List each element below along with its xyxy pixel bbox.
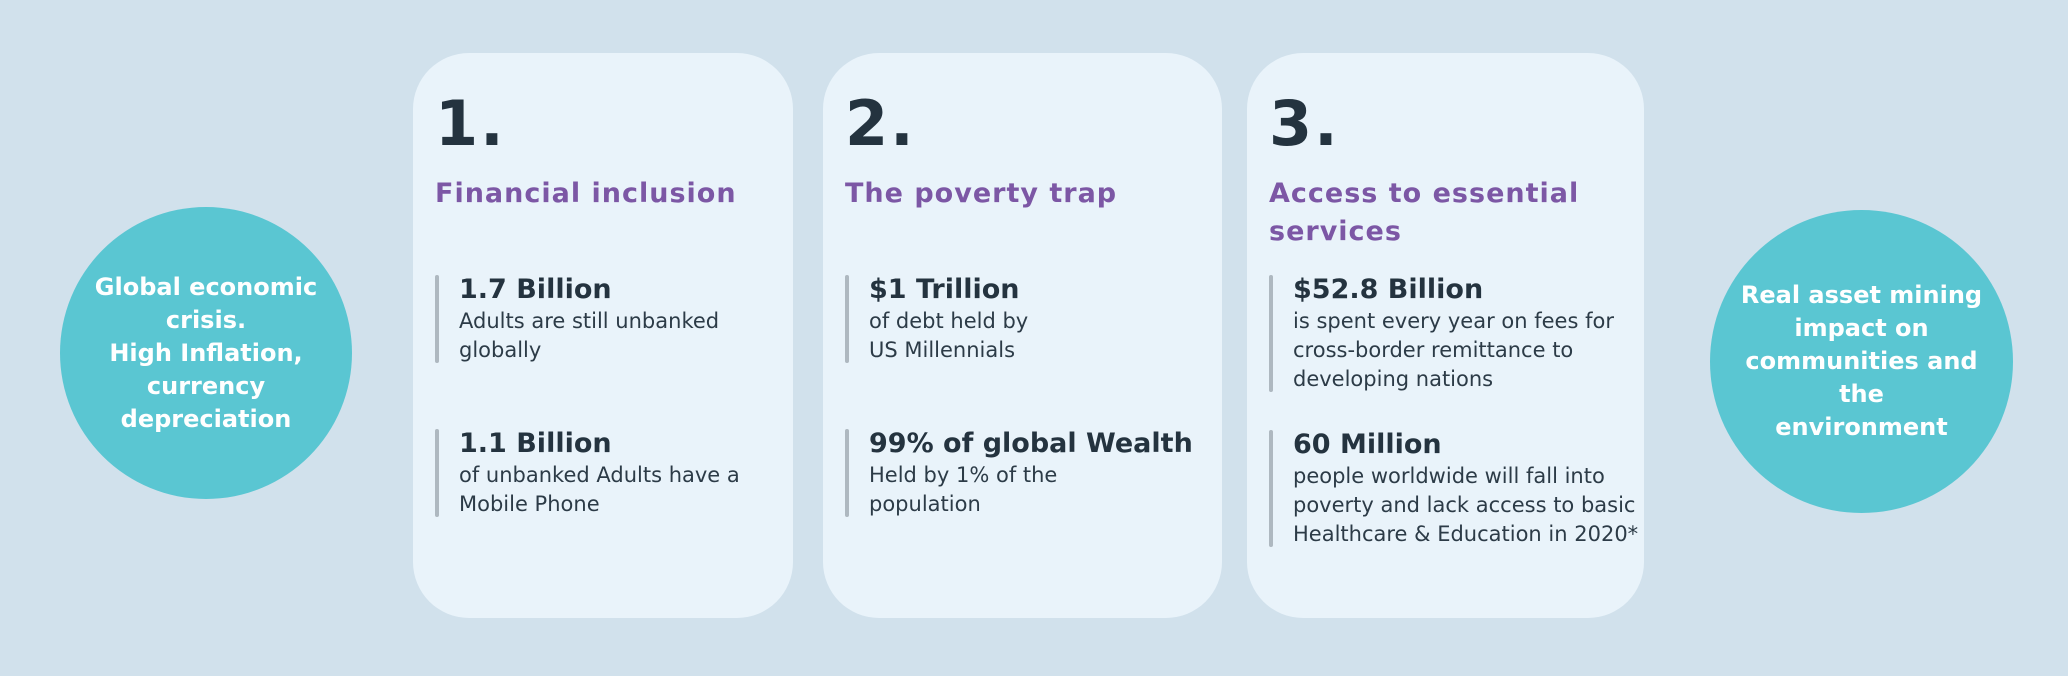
stat-accent-bar [435,275,439,363]
stat-value: $1 Trillion [869,274,1020,305]
stat-value: $52.8 Billion [1293,274,1484,305]
stat-content: $1 Trillion of debt held by US Millennia… [869,273,1028,365]
stat-content: 60 Million people worldwide will fall in… [1293,428,1638,549]
stat-content: 1.1 Billion of unbanked Adults have a Mo… [459,427,740,519]
stat-description: people worldwide will fall into poverty … [1293,464,1639,546]
stat-accent-bar [435,429,439,517]
stat-content: 1.7 Billion Adults are still unbanked gl… [459,273,719,365]
card-title: The poverty trap [845,178,1118,209]
stat-item: $52.8 Billion is spent every year on fee… [1269,273,1628,394]
card-number: 1. [435,87,506,160]
global-crisis-circle-text: Global economic crisis. High Inflation, … [94,272,318,433]
global-crisis-circle: Global economic crisis. High Inflation, … [60,207,352,499]
stat-content: 99% of global Wealth Held by 1% of the p… [869,427,1193,519]
stat-value: 60 Million [1293,429,1442,460]
stat-description: Adults are still unbanked globally [459,309,720,362]
stat-description: of debt held by US Millennials [869,309,1029,362]
mining-impact-circle-text: Real asset mining impact on communities … [1740,281,1983,441]
stat-description: Held by 1% of the population [869,463,1058,516]
stat-item: 1.7 Billion Adults are still unbanked gl… [435,273,777,365]
stat-accent-bar [1269,430,1273,547]
stat-accent-bar [845,429,849,517]
card-poverty-trap: 2. The poverty trap $1 Trillion of debt … [823,53,1222,618]
card-title: Access to essential services [1269,178,1580,247]
stat-item: 1.1 Billion of unbanked Adults have a Mo… [435,427,777,519]
card-number: 3. [1269,87,1340,160]
stat-description: of unbanked Adults have a Mobile Phone [459,463,740,516]
card-financial-inclusion: 1. Financial inclusion 1.7 Billion Adult… [413,53,793,618]
card-title: Financial inclusion [435,178,737,209]
stat-item: 99% of global Wealth Held by 1% of the p… [845,427,1206,519]
stat-accent-bar [845,275,849,363]
stat-value: 99% of global Wealth [869,428,1193,459]
stat-description: is spent every year on fees for cross-bo… [1293,309,1614,391]
stat-accent-bar [1269,275,1273,392]
stat-content: $52.8 Billion is spent every year on fee… [1293,273,1614,394]
card-essential-services: 3. Access to essential services $52.8 Bi… [1247,53,1644,618]
card-number: 2. [845,87,916,160]
stat-item: $1 Trillion of debt held by US Millennia… [845,273,1206,365]
mining-impact-circle: Real asset mining impact on communities … [1710,210,2013,513]
stat-item: 60 Million people worldwide will fall in… [1269,428,1638,549]
stat-value: 1.1 Billion [459,428,612,459]
stat-value: 1.7 Billion [459,274,612,305]
